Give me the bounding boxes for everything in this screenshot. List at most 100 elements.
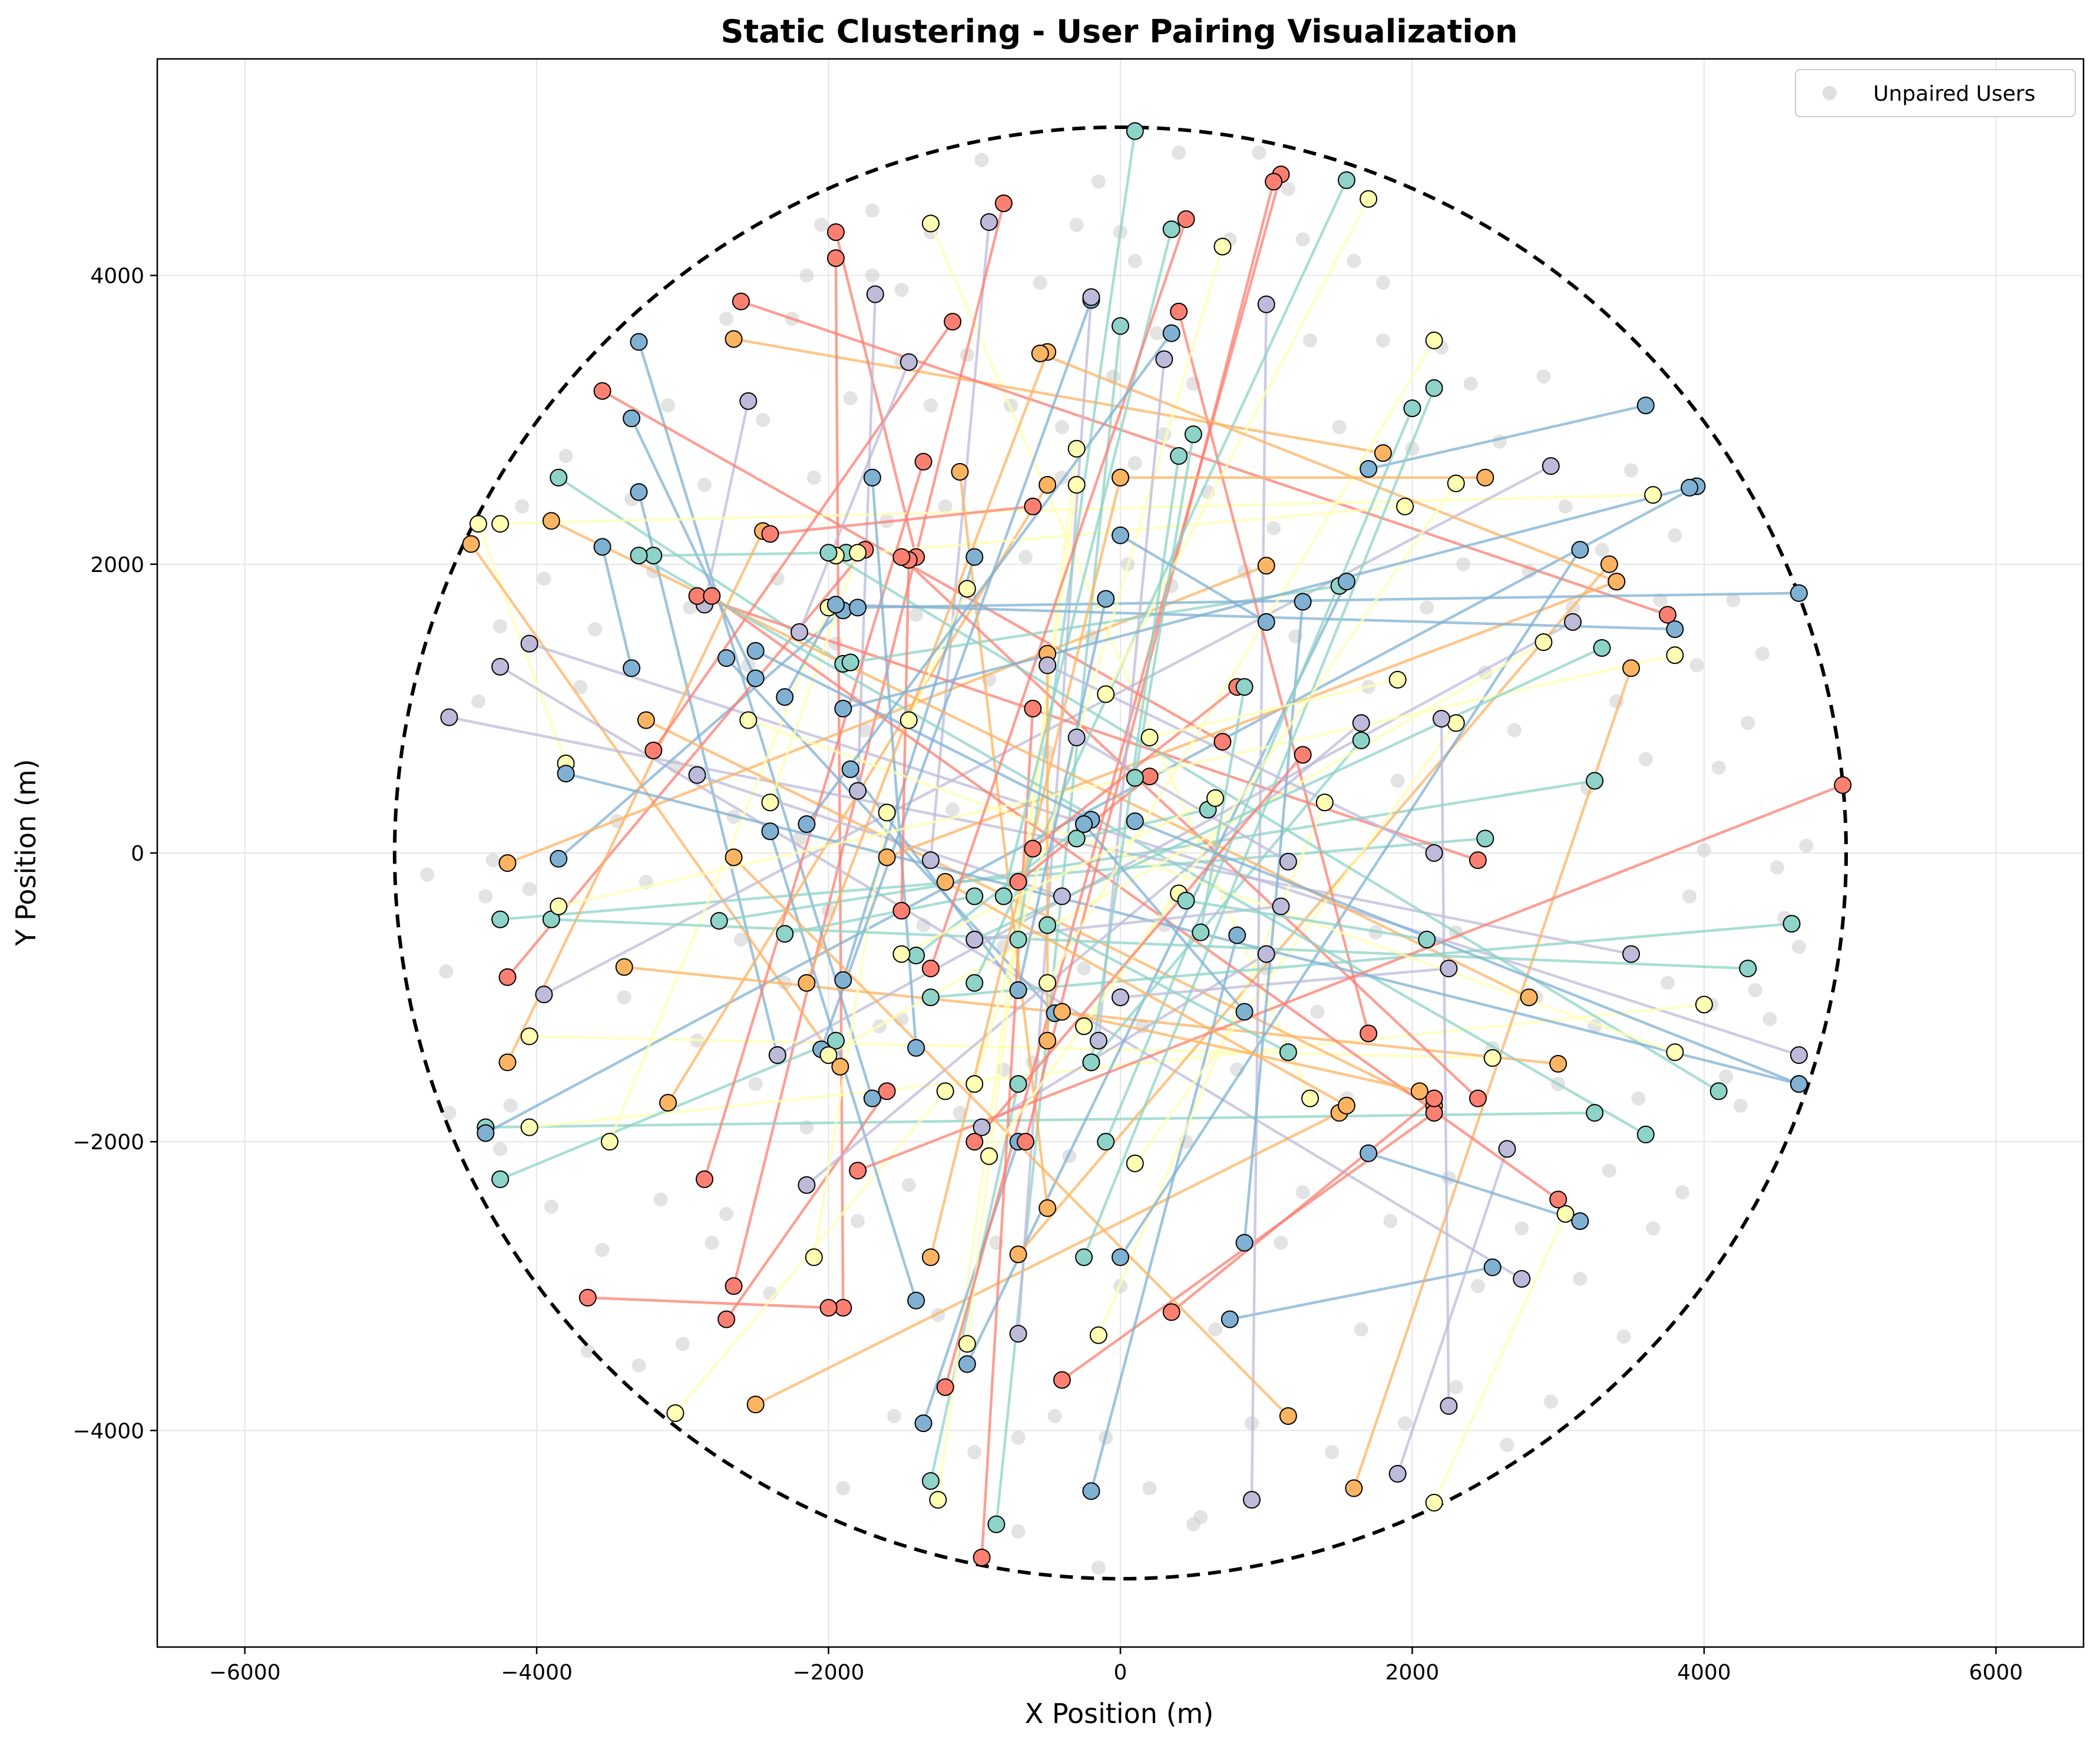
unpaired-user-point bbox=[1653, 593, 1668, 608]
unpaired-user-point bbox=[1624, 463, 1639, 478]
paired-user-point bbox=[921, 1472, 940, 1490]
paired-user-point bbox=[965, 974, 984, 992]
unpaired-user-point bbox=[938, 499, 953, 514]
paired-user-point bbox=[1009, 1245, 1027, 1264]
paired-user-point bbox=[1177, 210, 1195, 229]
paired-user-point bbox=[1039, 656, 1057, 674]
paired-user-point bbox=[805, 1248, 823, 1266]
unpaired-user-point bbox=[799, 268, 814, 283]
y-tick-label: 0 bbox=[131, 842, 144, 866]
pair-line bbox=[842, 486, 1690, 710]
paired-user-point bbox=[1162, 1303, 1180, 1321]
legend: Unpaired Users bbox=[1795, 69, 2076, 117]
paired-user-point bbox=[1636, 396, 1655, 415]
paired-user-point bbox=[739, 392, 758, 410]
paired-user-point bbox=[498, 854, 517, 872]
unpaired-user-point bbox=[1500, 1437, 1514, 1452]
paired-user-point bbox=[1097, 685, 1115, 703]
unpaired-user-point bbox=[1762, 1011, 1777, 1026]
paired-user-point bbox=[1622, 945, 1641, 963]
unpaired-user-point bbox=[1033, 275, 1047, 290]
paired-user-point bbox=[1112, 988, 1129, 1007]
x-tick-label: 0 bbox=[1114, 1661, 1127, 1685]
pair-line bbox=[1149, 678, 1398, 739]
paired-user-point bbox=[1447, 474, 1465, 492]
paired-user-point bbox=[921, 960, 940, 978]
paired-user-point bbox=[899, 711, 918, 729]
unpaired-user-point bbox=[1799, 838, 1814, 853]
pair-line bbox=[900, 555, 1479, 1100]
paired-user-point bbox=[907, 947, 925, 965]
pair-line bbox=[601, 546, 633, 669]
paired-user-point bbox=[958, 580, 976, 598]
pair-line bbox=[1090, 455, 1180, 1063]
paired-user-point bbox=[1549, 1191, 1567, 1209]
paired-user-point bbox=[1418, 931, 1436, 949]
pair-line bbox=[770, 505, 1033, 535]
paired-user-point bbox=[899, 353, 918, 371]
paired-user-point bbox=[1242, 1491, 1261, 1509]
pair-line bbox=[1133, 722, 1457, 1165]
pair-line bbox=[1119, 549, 1582, 1258]
unpaired-user-point bbox=[661, 398, 676, 413]
paired-user-point bbox=[944, 313, 962, 331]
paired-user-point bbox=[1082, 1053, 1100, 1072]
unpaired-user-point bbox=[719, 312, 734, 326]
paired-user-point bbox=[440, 708, 458, 726]
unpaired-user-point bbox=[471, 694, 485, 709]
unpaired-user-point bbox=[617, 990, 631, 1005]
paired-user-point bbox=[1279, 1043, 1297, 1062]
plot-area bbox=[392, 122, 1852, 1581]
paired-user-point bbox=[1790, 1046, 1808, 1064]
paired-user-point bbox=[520, 1027, 538, 1046]
paired-user-point bbox=[826, 596, 845, 614]
paired-user-point bbox=[965, 931, 984, 949]
paired-user-point bbox=[1265, 173, 1283, 191]
paired-user-point bbox=[841, 653, 859, 672]
paired-user-point bbox=[550, 897, 568, 915]
y-axis-label: Y Position (m) bbox=[10, 759, 42, 946]
paired-user-point bbox=[1425, 1089, 1443, 1107]
paired-user-point bbox=[1294, 746, 1312, 764]
paired-user-point bbox=[921, 1248, 940, 1266]
paired-user-point bbox=[1067, 728, 1086, 746]
pair-line bbox=[784, 895, 975, 935]
unpaired-user-point bbox=[683, 600, 697, 615]
unpaired-user-point bbox=[675, 1337, 690, 1351]
pair-line bbox=[929, 219, 1188, 969]
boundary-circle bbox=[392, 125, 1848, 1581]
unpaired-user-point bbox=[1558, 499, 1573, 514]
paired-user-point bbox=[1447, 714, 1465, 732]
unpaired-user-point bbox=[719, 1206, 734, 1221]
paired-user-point bbox=[863, 468, 881, 487]
paired-user-point bbox=[1476, 468, 1494, 487]
pair-line bbox=[929, 223, 1312, 1099]
paired-user-point bbox=[1739, 960, 1757, 978]
paired-user-point bbox=[863, 1089, 881, 1107]
paired-user-point bbox=[973, 1118, 991, 1136]
paired-user-point bbox=[557, 765, 575, 783]
unpaired-user-point bbox=[478, 889, 493, 904]
paired-user-point bbox=[914, 452, 932, 471]
unpaired-user-point bbox=[1755, 646, 1770, 661]
pair-line bbox=[834, 232, 918, 558]
pair-line bbox=[725, 1090, 888, 1320]
paired-user-point bbox=[841, 760, 859, 778]
paired-user-point bbox=[1709, 1082, 1728, 1100]
paired-user-point bbox=[1206, 789, 1225, 807]
paired-user-point bbox=[542, 512, 560, 530]
paired-user-point bbox=[1097, 590, 1115, 608]
paired-user-point bbox=[1425, 1493, 1443, 1512]
unpaired-user-point bbox=[1689, 658, 1704, 673]
paired-user-point bbox=[776, 688, 794, 706]
paired-user-point bbox=[1024, 497, 1042, 515]
pair-line bbox=[557, 609, 844, 860]
paired-user-point bbox=[1039, 1031, 1057, 1050]
paired-user-point bbox=[491, 910, 510, 928]
paired-user-point bbox=[1162, 324, 1180, 342]
pair-line bbox=[1199, 686, 1246, 933]
unpaired-user-point bbox=[1149, 326, 1164, 340]
unpaired-user-point bbox=[1748, 983, 1762, 997]
unpaired-user-point bbox=[953, 1106, 967, 1120]
unpaired-user-point bbox=[1252, 146, 1266, 160]
